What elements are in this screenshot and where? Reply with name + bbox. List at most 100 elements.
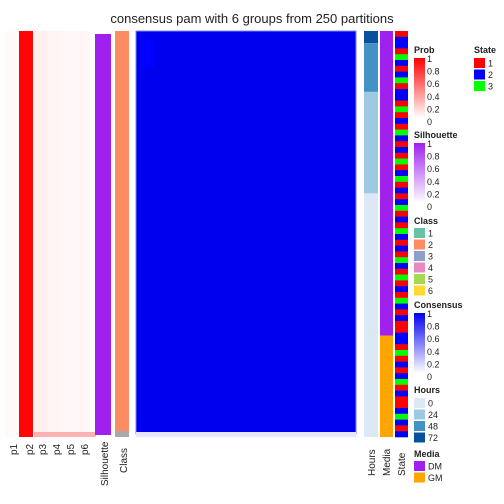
silhouette-legend-tick-2: 0.6 <box>427 164 440 174</box>
prob-legend-tick-5: 0 <box>427 117 432 127</box>
legend-class-title: Class <box>414 216 438 226</box>
state-row-57 <box>395 361 408 368</box>
prob-legend-tick-4: 0.2 <box>427 104 440 114</box>
state-row-50 <box>395 321 408 328</box>
state-row-42 <box>395 274 408 281</box>
state-row-64 <box>395 402 408 409</box>
state-row-8 <box>395 77 408 84</box>
state-legend-label-0: 1 <box>488 59 493 69</box>
consensus-matrix <box>135 30 357 435</box>
state-row-51 <box>395 326 408 333</box>
prob-column-p3 <box>34 31 48 437</box>
prob-legend-tick-2: 0.6 <box>427 79 440 89</box>
state-legend-swatch-1 <box>474 69 485 80</box>
state-row-56 <box>395 355 408 362</box>
media-legend-swatch-1 <box>414 472 425 483</box>
state-row-3 <box>395 48 408 55</box>
hours-block-4 <box>364 303 378 437</box>
sil-grad-bar <box>414 143 425 203</box>
media-block-DM <box>380 31 393 336</box>
hours-legend-swatch-1 <box>414 409 425 420</box>
state-row-39 <box>395 257 408 264</box>
state-row-40 <box>395 263 408 270</box>
hours-legend-swatch-0 <box>414 398 425 408</box>
state-row-36 <box>395 239 408 246</box>
state-row-58 <box>395 367 408 374</box>
state-row-12 <box>395 100 408 107</box>
state-row-53 <box>395 338 408 345</box>
heatmap-marks <box>5 30 408 438</box>
state-row-68 <box>395 425 408 432</box>
legend-marks: 1 0.8 0.6 0.4 0.2 0 1 0.8 0.6 0.4 0.2 0 1 0.8 0.6 0.4 0.… <box>414 54 493 483</box>
class-legend-label-0: 1 <box>428 229 433 239</box>
prob-tail-stripe <box>34 432 96 437</box>
state-row-65 <box>395 408 408 415</box>
state-row-6 <box>395 65 408 72</box>
state-row-5 <box>395 60 408 67</box>
legend-hours-title: Hours <box>414 385 440 395</box>
class-legend-swatch-0 <box>414 228 425 238</box>
state-row-14 <box>395 112 408 119</box>
media-block-GM <box>380 335 393 437</box>
class-legend-label-4: 5 <box>428 275 433 285</box>
prob-legend-tick-0: 1 <box>427 54 432 64</box>
state-row-46 <box>395 297 408 304</box>
state-legend-swatch-2 <box>474 81 485 91</box>
state-row-20 <box>395 147 408 154</box>
hours-legend-label-3: 72 <box>428 433 438 443</box>
state-row-4 <box>395 54 408 61</box>
hours-column-label: Hours <box>367 449 378 476</box>
silhouette-legend-tick-5: 0 <box>427 202 432 212</box>
media-legend-label-0: DM <box>428 462 442 472</box>
state-row-69 <box>395 431 408 438</box>
prob-label-p4: p4 <box>52 443 63 455</box>
state-row-27 <box>395 187 408 194</box>
state-row-2 <box>395 42 408 49</box>
state-row-43 <box>395 280 408 287</box>
consensus-tail-row <box>136 432 356 437</box>
hours-legend-label-1: 24 <box>428 410 438 420</box>
hours-legend-swatch-3 <box>414 432 425 443</box>
hours-legend-label-2: 48 <box>428 422 438 432</box>
silhouette-column <box>95 34 111 435</box>
prob-column-p4 <box>48 31 62 437</box>
prob-grad-bar <box>414 58 425 118</box>
state-row-0 <box>395 31 408 38</box>
class-legend-label-2: 3 <box>428 252 433 262</box>
prob-label-p5: p5 <box>66 443 77 455</box>
state-row-34 <box>395 228 408 235</box>
class-column-tail <box>115 431 129 437</box>
state-row-38 <box>395 251 408 258</box>
state-row-30 <box>395 205 408 212</box>
legend-silhouette-title: Silhouette <box>414 130 458 140</box>
state-row-45 <box>395 292 408 299</box>
cons-grad-bar <box>414 313 425 373</box>
class-legend-swatch-2 <box>414 251 425 261</box>
state-legend-label-1: 2 <box>488 70 493 80</box>
legend-media-title: Media <box>414 449 441 459</box>
hours-block-3 <box>364 193 378 304</box>
prob-column-p6 <box>76 31 90 437</box>
consensus-legend-tick-4: 0.2 <box>427 359 440 369</box>
state-row-19 <box>395 141 408 148</box>
prob-legend-tick-1: 0.8 <box>427 67 440 77</box>
class-legend-swatch-4 <box>414 274 425 284</box>
silhouette-legend-tick-4: 0.2 <box>427 189 440 199</box>
prob-column-p2 <box>19 31 33 437</box>
hours-block-1 <box>364 43 378 92</box>
media-legend-swatch-0 <box>414 461 425 471</box>
consensus-legend-tick-0: 1 <box>427 309 432 319</box>
state-row-21 <box>395 152 408 159</box>
class-legend-label-5: 6 <box>428 286 433 296</box>
state-row-49 <box>395 315 408 322</box>
state-row-17 <box>395 129 408 136</box>
legend-consensus-title: Consensus <box>414 300 463 310</box>
class-legend-swatch-3 <box>414 262 425 273</box>
state-row-15 <box>395 118 408 125</box>
state-row-29 <box>395 199 408 206</box>
hours-block-0 <box>364 31 378 44</box>
legend-state-title: State <box>474 45 496 55</box>
consensus-subblock <box>141 40 155 68</box>
legend-prob-title: Prob <box>414 45 435 55</box>
